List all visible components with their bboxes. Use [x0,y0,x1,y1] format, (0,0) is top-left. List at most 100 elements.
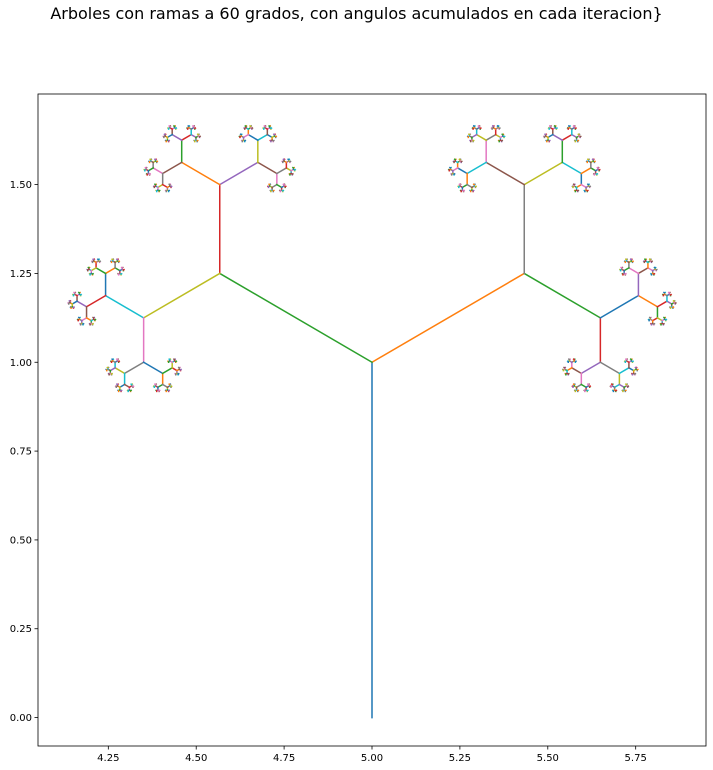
branch-segment [104,266,117,275]
branch-segment [589,166,597,172]
branch-segment [104,294,145,319]
y-tick-label: 1.25 [10,269,32,280]
x-tick-label: 5.00 [361,753,383,764]
branch-segment [523,272,602,319]
branch-segment [275,183,283,189]
branch-segment [456,166,469,175]
x-tick-label: 4.50 [185,753,207,764]
branch-segment [570,366,583,375]
branch-segment [256,133,269,142]
plot-area [67,124,677,719]
branch-segment [95,266,107,275]
branch-segment [599,361,621,375]
branch-segment [561,133,573,142]
branch-segment [285,166,293,172]
branch-segment [523,161,564,186]
branch-segment [180,133,193,142]
branch-segment [218,161,259,186]
branch-segment [466,183,473,189]
branch-segment [637,266,649,275]
branch-segment [485,161,526,186]
branch-segment [575,183,583,189]
branch-segment [90,266,98,272]
branch-segment [570,133,578,139]
branch-segment [623,266,630,272]
x-tick-label: 5.50 [537,753,559,764]
branch-segment [190,133,197,139]
x-tick-label: 5.75 [625,753,647,764]
branch-segment [123,383,131,389]
y-tick-label: 0.25 [10,624,32,635]
branch-segment [114,366,126,375]
branch-segment [618,366,630,375]
figure-title: Arboles con ramas a 60 grados, con angul… [50,4,663,23]
branch-segment [627,366,635,372]
branch-segment [561,161,583,175]
branch-segment [85,294,107,308]
branch-segment [171,366,178,372]
branch-segment [494,133,502,139]
branch-segment [580,183,588,189]
branch-segment [580,383,588,389]
branch-segment [161,183,169,189]
branch-segment [123,361,145,375]
x-tick-label: 4.75 [273,753,295,764]
branch-segment [275,166,288,175]
branch-segment [166,133,174,139]
branch-segment [142,272,221,319]
branch-segment [646,266,654,272]
branch-segment [247,133,259,142]
branch-segment [566,366,573,372]
branch-segment [266,133,274,139]
branch-segment [180,161,221,186]
branch-segment [152,166,164,175]
branch-segment [85,316,93,322]
branch-segment [76,300,88,308]
branch-segment [547,133,554,139]
axes: 4.25 4.50 4.75 5.00 5.25 5.50 5.75 0.00 0.25 0.50… [10,93,707,764]
branch-segment [651,316,659,322]
branch-segment [656,300,668,308]
branch-segment [613,383,621,389]
branch-segment [575,383,583,389]
branch-segment [580,361,602,375]
branch-segment [242,133,250,139]
branch-segment [618,383,626,389]
branch-segment [470,133,478,139]
branch-segment [370,272,526,364]
branch-segment [109,366,117,372]
x-tick-label: 5.25 [449,753,471,764]
branch-segment [475,133,488,142]
branch-segment [451,166,459,172]
y-tick-label: 1.00 [10,358,32,369]
branch-segment [271,183,278,189]
y-tick-label: 0.75 [10,447,32,458]
branch-segment [665,300,673,305]
branch-segment [114,266,121,272]
y-tick-label: 1.50 [10,180,32,191]
branch-segment [599,294,640,319]
branch-segment [71,300,79,305]
branch-segment [466,161,488,175]
branch-segment [627,266,640,275]
branch-segment [218,272,374,364]
branch-segment [142,361,164,375]
branch-segment [551,133,564,142]
branch-segment [156,383,164,389]
branch-segment [580,166,592,175]
branch-segment [147,166,155,172]
branch-segment [161,366,174,375]
branch-segment [161,383,169,389]
branch-segment [118,383,126,389]
branch-segment [637,294,659,308]
branch-segment [161,161,183,175]
branch-segment [485,133,497,142]
branch-segment [171,133,183,142]
x-tick-label: 4.25 [97,753,119,764]
branch-segment [256,161,278,175]
branch-segment [656,316,664,322]
y-tick-label: 0.50 [10,535,32,546]
branch-segment [156,183,164,189]
branch-segment [461,183,469,189]
